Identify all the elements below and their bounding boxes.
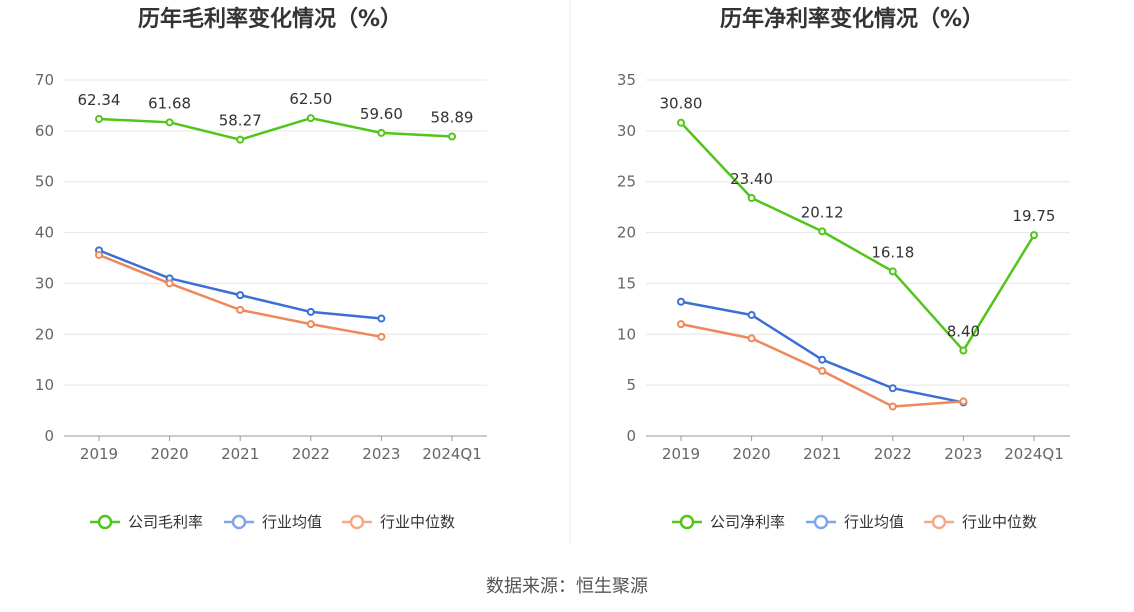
data-point — [306, 114, 315, 123]
series-line — [680, 121, 1036, 352]
legend-label: 公司毛利率 — [128, 513, 203, 531]
x-tick-label: 2019 — [80, 445, 118, 463]
y-tick-label: 0 — [44, 427, 54, 445]
data-point — [888, 384, 897, 393]
data-point — [306, 320, 315, 329]
data-point — [677, 118, 685, 127]
chart-title: 历年毛利率变化情况（%） — [138, 6, 402, 32]
data-label: 61.68 — [148, 94, 191, 112]
data-point — [95, 250, 103, 259]
data-point — [236, 135, 245, 144]
data-label: 59.60 — [360, 105, 403, 123]
data-point — [959, 397, 968, 406]
y-tick-label: 20 — [35, 325, 54, 343]
data-point — [306, 307, 315, 316]
y-tick-label: 20 — [617, 224, 636, 242]
x-tick-label: 2022 — [874, 445, 912, 463]
data-point — [888, 267, 897, 276]
legend-label: 行业中位数 — [380, 513, 455, 531]
data-point — [95, 114, 103, 123]
legend-swatch-marker — [813, 514, 829, 530]
y-tick-label: 35 — [617, 71, 636, 89]
y-tick-label: 10 — [35, 376, 54, 394]
data-point — [818, 227, 827, 236]
y-tick-label: 70 — [35, 71, 54, 89]
data-point — [165, 118, 174, 127]
source-note: 数据来源：恒生聚源 — [486, 576, 648, 597]
legend-swatch-marker — [97, 514, 113, 530]
y-tick-label: 60 — [35, 122, 54, 140]
x-tick-label: 2024Q1 — [422, 445, 482, 463]
data-point — [747, 310, 756, 319]
gross-margin-chart: 历年毛利率变化情况（%） 0 10 20 30 40 50 60 70 2019 2020 2021 2… — [35, 6, 487, 531]
x-tick-label: 2020 — [151, 445, 189, 463]
x-tick-label: 2021 — [221, 445, 259, 463]
data-point — [165, 279, 174, 288]
data-point — [377, 332, 386, 341]
data-point — [236, 305, 245, 314]
data-point — [236, 291, 245, 300]
data-label: 20.12 — [801, 203, 844, 221]
data-point — [818, 366, 827, 375]
y-tick-label: 0 — [626, 427, 636, 445]
x-tick-label: 2019 — [662, 445, 700, 463]
y-tick-label: 25 — [617, 173, 636, 191]
y-tick-label: 30 — [35, 274, 54, 292]
data-point — [677, 297, 685, 306]
data-point — [1030, 231, 1038, 240]
legend-label: 行业中位数 — [962, 513, 1037, 531]
data-label: 30.80 — [660, 95, 703, 113]
legend-label: 行业均值 — [844, 513, 904, 531]
data-label: 58.27 — [219, 112, 262, 130]
data-label: 8.40 — [947, 323, 980, 341]
legend-swatch-marker — [931, 514, 947, 530]
series-line — [98, 116, 453, 141]
data-point — [377, 128, 386, 137]
data-label: 19.75 — [1013, 207, 1056, 225]
x-tick-label: 2023 — [362, 445, 400, 463]
x-tick-label: 2022 — [292, 445, 330, 463]
y-tick-label: 10 — [617, 325, 636, 343]
data-point — [377, 314, 386, 323]
chart-title: 历年净利率变化情况（%） — [720, 6, 984, 32]
legend-label: 公司净利率 — [710, 513, 785, 531]
data-point — [818, 355, 827, 364]
data-label: 62.50 — [289, 90, 332, 108]
legend-swatch-marker — [349, 514, 365, 530]
legend-swatch-marker — [231, 514, 247, 530]
data-label: 58.89 — [431, 109, 474, 127]
legend-swatch-marker — [679, 514, 695, 530]
data-label: 23.40 — [730, 170, 773, 188]
data-point — [747, 193, 756, 202]
y-tick-label: 40 — [35, 224, 54, 242]
x-tick-label: 2023 — [944, 445, 982, 463]
series-line — [680, 300, 964, 404]
data-label: 62.34 — [78, 91, 121, 109]
x-tick-label: 2021 — [803, 445, 841, 463]
data-point — [677, 320, 685, 329]
data-point — [959, 346, 968, 355]
net-margin-chart: 历年净利率变化情况（%） 0 5 10 15 20 25 30 35 2019 2020 2021 20… — [617, 6, 1070, 531]
data-point — [448, 132, 456, 141]
data-label: 16.18 — [871, 243, 914, 261]
y-tick-label: 30 — [617, 122, 636, 140]
x-tick-label: 2020 — [733, 445, 771, 463]
y-tick-label: 15 — [617, 274, 636, 292]
x-tick-label: 2024Q1 — [1004, 445, 1064, 463]
y-tick-label: 50 — [35, 173, 54, 191]
data-point — [888, 402, 897, 411]
legend-label: 行业均值 — [262, 513, 322, 531]
y-tick-label: 5 — [626, 376, 636, 394]
data-point — [747, 334, 756, 343]
